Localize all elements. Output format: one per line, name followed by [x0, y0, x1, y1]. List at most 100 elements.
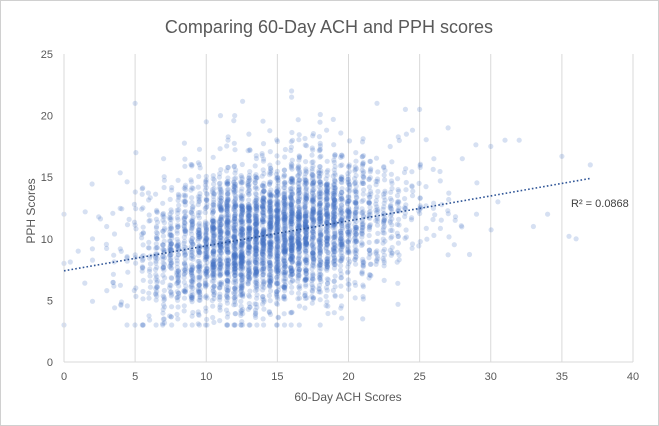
data-point: [253, 217, 259, 223]
data-point: [317, 261, 323, 268]
data-point: [231, 179, 237, 185]
data-point: [339, 255, 345, 261]
data-point: [289, 290, 295, 296]
data-point: [302, 199, 308, 205]
data-point: [232, 221, 238, 227]
data-point: [203, 197, 209, 203]
data-point: [282, 213, 288, 219]
data-point: [183, 265, 189, 272]
data-point: [239, 256, 245, 262]
data-point: [316, 170, 322, 176]
data-point: [304, 257, 310, 263]
data-point: [246, 226, 252, 232]
data-point: [325, 216, 331, 222]
data-point: [217, 261, 223, 267]
data-point: [259, 191, 265, 197]
data-point: [181, 192, 187, 198]
data-point: [289, 137, 296, 143]
data-point: [188, 161, 194, 168]
data-point: [224, 284, 230, 290]
data-point: [275, 267, 281, 273]
data-point: [218, 244, 224, 250]
data-point: [252, 198, 258, 205]
data-point: [274, 138, 281, 144]
data-point: [317, 250, 323, 256]
data-point: [225, 134, 231, 140]
data-point: [381, 257, 387, 264]
data-point: [316, 245, 322, 251]
data-point: [330, 223, 336, 229]
data-point: [266, 247, 272, 253]
data-point: [296, 245, 302, 252]
data-point: [218, 205, 224, 211]
data-point: [139, 206, 145, 212]
data-point: [225, 262, 231, 268]
data-point: [281, 209, 287, 215]
data-point: [309, 194, 315, 200]
data-point: [246, 212, 252, 219]
data-point: [310, 250, 316, 256]
data-point: [196, 275, 203, 281]
data-point: [275, 235, 281, 241]
data-point: [274, 230, 280, 236]
data-point: [239, 225, 245, 231]
data-point: [346, 206, 352, 212]
data-point: [202, 254, 208, 260]
data-point: [281, 167, 287, 173]
data-point: [282, 258, 288, 264]
data-point: [197, 260, 203, 266]
data-point: [260, 260, 266, 266]
data-point: [345, 224, 351, 230]
data-point: [338, 271, 344, 277]
data-point: [118, 248, 124, 254]
data-point: [310, 246, 317, 252]
data-point: [282, 211, 288, 217]
data-point: [360, 224, 366, 230]
data-point: [268, 262, 274, 269]
data-point: [302, 191, 308, 197]
data-point: [260, 203, 266, 209]
data-point: [296, 268, 302, 275]
data-point: [316, 216, 322, 222]
data-point: [154, 284, 160, 290]
data-point: [287, 235, 294, 241]
data-point: [153, 223, 160, 230]
data-point: [174, 295, 180, 301]
data-point: [332, 228, 338, 234]
data-point: [197, 291, 203, 298]
data-point: [275, 221, 281, 227]
data-point: [295, 166, 301, 172]
data-point: [160, 256, 166, 262]
data-point: [260, 263, 266, 269]
data-point: [217, 171, 223, 177]
data-point: [325, 236, 331, 242]
data-point: [246, 276, 252, 282]
data-point: [246, 213, 252, 219]
data-point: [281, 262, 287, 268]
data-point: [473, 142, 479, 148]
data-point: [218, 249, 224, 255]
data-point: [289, 268, 295, 274]
data-point: [303, 192, 309, 198]
data-point: [239, 248, 245, 254]
data-point: [282, 239, 289, 245]
data-point: [295, 265, 301, 271]
data-point: [210, 226, 216, 232]
data-point: [323, 234, 330, 240]
data-point: [223, 286, 230, 292]
data-point: [295, 239, 301, 245]
data-point: [337, 192, 343, 198]
data-point: [360, 225, 366, 231]
data-point: [309, 288, 315, 295]
data-point: [247, 228, 253, 234]
data-point: [296, 261, 303, 267]
x-tick-label: 35: [556, 371, 568, 383]
data-point: [388, 189, 394, 195]
data-point: [280, 284, 287, 290]
data-point: [260, 237, 266, 243]
data-point: [209, 189, 215, 195]
data-point: [260, 212, 266, 218]
data-point: [253, 203, 259, 209]
data-point: [196, 250, 202, 256]
data-point: [317, 322, 323, 328]
